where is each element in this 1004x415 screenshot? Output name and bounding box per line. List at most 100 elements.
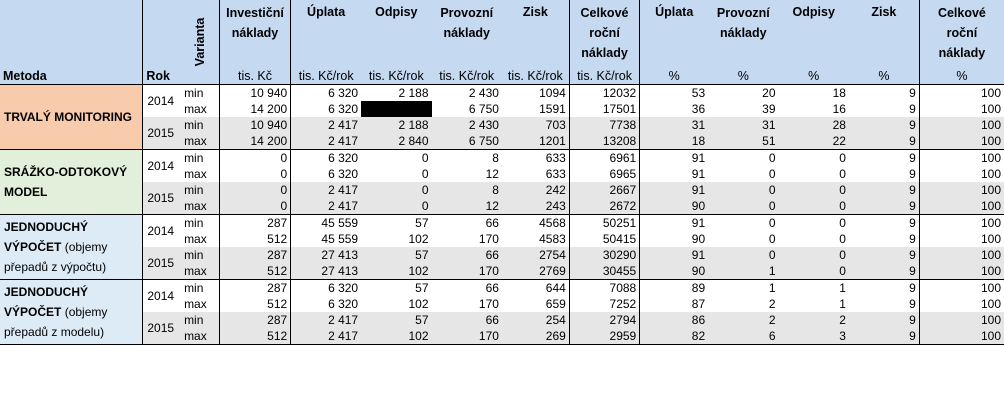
cell-celkove: 6961 — [569, 149, 641, 166]
cell-provozni-pct: 6 — [708, 328, 779, 345]
cell-provozni-pct: 1 — [768, 281, 776, 295]
cell-zisk: 633 — [501, 166, 570, 182]
table-body: TRVALÝ MONITORING 2014 min 10 940 6 320 2 188… — [0, 84, 1004, 345]
variant-cell: min — [181, 117, 220, 133]
cell-uplata-pct: 91 — [691, 151, 706, 165]
cell-provozni-pct: 0 — [768, 167, 776, 181]
cell-zisk: 4568 — [501, 214, 570, 231]
cell-investicni: 512 — [219, 328, 292, 345]
method-name: JEDNODUCHÝ VÝPOČET (objemy přepadů z mod… — [0, 279, 144, 345]
cell-zisk-pct: 9 — [848, 84, 920, 101]
cell-odpisy-pct: 22 — [778, 133, 849, 150]
cell-zisk: 2754 — [501, 247, 570, 263]
cell-odpisy-pct: 0 — [839, 167, 846, 181]
cell-celkove-pct: 100 — [919, 312, 1004, 328]
cell-provozni-pct: 2 — [768, 297, 776, 311]
cell-investicni: 287 — [219, 312, 292, 328]
table-row: max 14 200 2 417 2 840 6 750 1201 13208 18 51 22 9… — [0, 133, 1004, 150]
cell-celkove: 6965 — [569, 166, 641, 182]
cell-odpisy-pct: 0 — [778, 198, 849, 215]
cell-celkove-pct: 100 — [980, 102, 1001, 116]
cell-zisk-pct: 9 — [848, 182, 920, 198]
cell-odpisy-pct: 1 — [839, 281, 846, 295]
header-uplata-pct: Úplata — [639, 0, 709, 68]
header-provozni: Provozní náklady — [431, 0, 502, 68]
cell-uplata: 2 417 — [290, 133, 362, 150]
cell-uplata-pct: 91 — [691, 216, 706, 230]
cell-uplata-pct: 90 — [691, 232, 706, 246]
table-row: 2015 min 287 27 413 57 66 2754 30290 91 0 0 9 100 — [0, 247, 1004, 280]
header-metoda: Metoda — [0, 0, 144, 85]
cell-zisk: 1591 — [501, 101, 570, 117]
cell-uplata: 2 417 — [290, 312, 362, 328]
cell-odpisy: 102 — [361, 328, 432, 345]
cell-zisk: 633 — [501, 149, 570, 166]
cell-celkove-pct: 100 — [919, 247, 1004, 263]
cell-celkove: 50415 — [569, 231, 641, 247]
year-cell: 2014 — [147, 289, 175, 303]
cell-investicni: 0 — [219, 166, 292, 182]
table-row: max 512 45 559 102 170 4583 50415 90 0 0 9 100 — [0, 231, 1004, 247]
cell-provozni-pct: 1 — [708, 263, 779, 280]
cell-odpisy-pct: 0 — [839, 232, 846, 246]
cell-odpisy-pct: 0 — [778, 247, 849, 263]
cell-odpisy: 2 840 — [361, 133, 432, 150]
cell-odpisy: 57 — [361, 312, 432, 328]
unit-odpisy: tis. Kč/rok — [361, 67, 432, 86]
cell-provozni: 6 750 — [468, 102, 499, 116]
header-rok: Rok — [142, 0, 182, 85]
table-row: SRÁŽKO-ODTOKOVÝ MODEL 2014 min 0 6 320 0 8 633 6… — [0, 149, 1004, 215]
variant-cell: max — [181, 263, 220, 280]
cell-odpisy-pct: 0 — [839, 216, 846, 230]
cell-celkove: 7088 — [569, 279, 641, 296]
header-celkove: Celkové roční náklady — [569, 0, 641, 68]
cell-odpisy: 57 — [415, 216, 429, 230]
cell-celkove: 2959 — [569, 328, 641, 345]
header-zisk-pct: Zisk — [848, 0, 920, 68]
cell-zisk: 242 — [501, 182, 570, 198]
cell-zisk-pct: 9 — [848, 247, 920, 263]
cell-uplata: 6 320 — [328, 167, 359, 181]
variant-cell: min — [181, 247, 220, 263]
cell-uplata-pct: 90 — [639, 263, 709, 280]
cell-celkove: 30455 — [569, 263, 641, 280]
cell-odpisy-pct: 0 — [778, 182, 849, 198]
table-row: max 0 2 417 0 12 243 2672 90 0 0 9 100 — [0, 198, 1004, 215]
cell-provozni: 12 — [485, 167, 499, 181]
unit-provozni-pct: % — [708, 67, 779, 86]
cell-odpisy-pct: 0 — [778, 263, 849, 280]
cell-uplata: 2 417 — [290, 182, 362, 198]
table-row: 2015 min 10 940 2 417 2 188 2 430 703 7738 31 31 2… — [0, 117, 1004, 150]
year-cell: 2015 — [142, 247, 182, 280]
method-name: SRÁŽKO-ODTOKOVÝ MODEL — [0, 149, 144, 215]
variant-cell: max — [181, 198, 220, 215]
table-row: max 512 6 320 102 170 659 7252 87 2 1 9 100 — [0, 296, 1004, 312]
unit-investicni: tis. Kč — [219, 67, 292, 86]
cell-uplata-pct: 90 — [639, 198, 709, 215]
cell-zisk-pct: 9 — [848, 312, 920, 328]
table-row: JEDNODUCHÝ VÝPOČET (objemy přepadů z výp… — [0, 214, 1004, 280]
cell-provozni: 12 — [431, 198, 502, 215]
cell-odpisy: 102 — [361, 263, 432, 280]
cell-uplata: 6 320 — [328, 102, 359, 116]
cell-uplata-pct: 18 — [639, 133, 709, 150]
cell-provozni-pct: 0 — [768, 216, 776, 230]
header-uplata: Úplata — [290, 0, 362, 68]
cell-zisk: 269 — [501, 328, 570, 345]
cell-uplata: 6 320 — [328, 297, 359, 311]
variant-cell: min — [181, 84, 220, 101]
cell-zisk-pct: 9 — [848, 279, 920, 296]
cell-celkove-pct: 100 — [980, 232, 1001, 246]
cell-celkove: 7738 — [569, 117, 641, 133]
table-row: JEDNODUCHÝ VÝPOČET (objemy přepadů z mod… — [0, 279, 1004, 345]
cell-zisk: 659 — [501, 296, 570, 312]
cell-zisk-pct: 9 — [848, 133, 920, 150]
header-celkove-pct: Celkové roční náklady — [919, 0, 1004, 68]
cell-investicni: 512 — [219, 231, 292, 247]
table-row: TRVALÝ MONITORING 2014 min 10 940 6 320 2 188… — [0, 84, 1004, 150]
cell-odpisy-pct: 1 — [839, 297, 846, 311]
cell-odpisy: 0 — [421, 151, 429, 165]
cell-celkove-pct: 100 — [980, 86, 1001, 100]
cell-uplata: 45 559 — [321, 232, 359, 246]
cell-zisk: 243 — [501, 198, 570, 215]
